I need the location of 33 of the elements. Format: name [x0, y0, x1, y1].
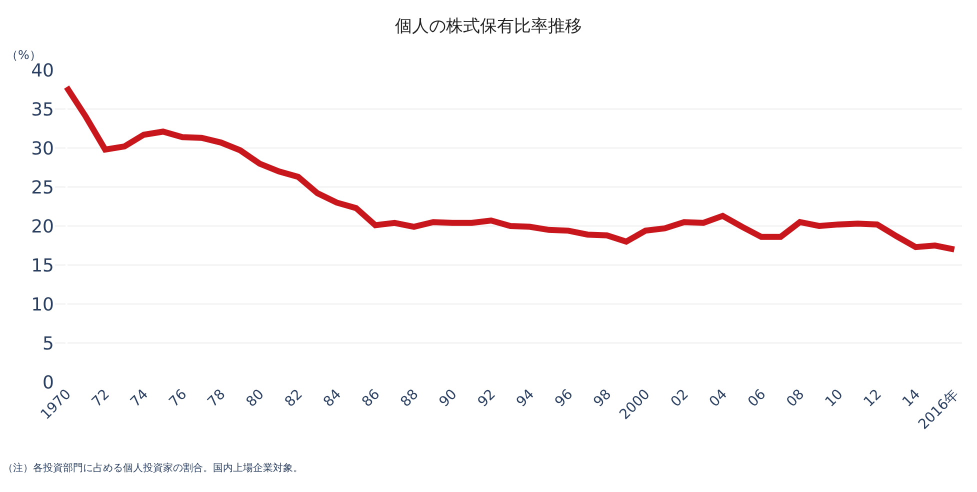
x-tick-label: 74	[128, 386, 152, 410]
x-tick-label: 14	[900, 386, 924, 410]
x-tick-label: 02	[668, 386, 692, 410]
x-tick-label: 06	[745, 386, 770, 410]
y-tick-label: 20	[31, 216, 54, 238]
x-tick-label: 12	[860, 386, 885, 410]
x-tick-label: 10	[822, 386, 846, 410]
x-tick-label: 90	[436, 386, 460, 410]
x-tick-label: 82	[282, 386, 306, 410]
y-tick-label: 25	[31, 177, 54, 198]
text: （注）各投資部門に占める個人投資家の割合。国内上場企業対象。	[3, 462, 303, 474]
chart-title: 個人の株式保有比率推移	[395, 16, 582, 37]
x-tick-label: 98	[590, 386, 615, 410]
y-tick-label: 5	[42, 333, 54, 354]
y-axis-title: （%）	[6, 48, 42, 62]
x-tick-label: 08	[784, 386, 808, 410]
y-tick-label: 35	[31, 99, 54, 120]
x-tick-label: 84	[320, 386, 345, 410]
y-tick-label: 40	[31, 60, 54, 82]
x-tick-label: 72	[89, 386, 113, 410]
x-tick-label: 94	[514, 386, 538, 410]
x-tick-label: 86	[359, 386, 384, 410]
x-tick-label: 80	[243, 386, 268, 410]
y-tick-label: 15	[31, 255, 54, 276]
x-tick-label: 88	[398, 386, 422, 410]
x-tick-label: 76	[166, 386, 190, 410]
x-tick-label: 78	[204, 386, 229, 410]
y-tick-label: 0	[42, 372, 54, 394]
x-tick-label: 92	[474, 386, 499, 410]
y-tick-label: 30	[31, 138, 54, 160]
y-tick-label: 10	[31, 294, 54, 316]
x-tick-label: 96	[552, 386, 576, 410]
x-tick-label: 04	[706, 386, 731, 410]
